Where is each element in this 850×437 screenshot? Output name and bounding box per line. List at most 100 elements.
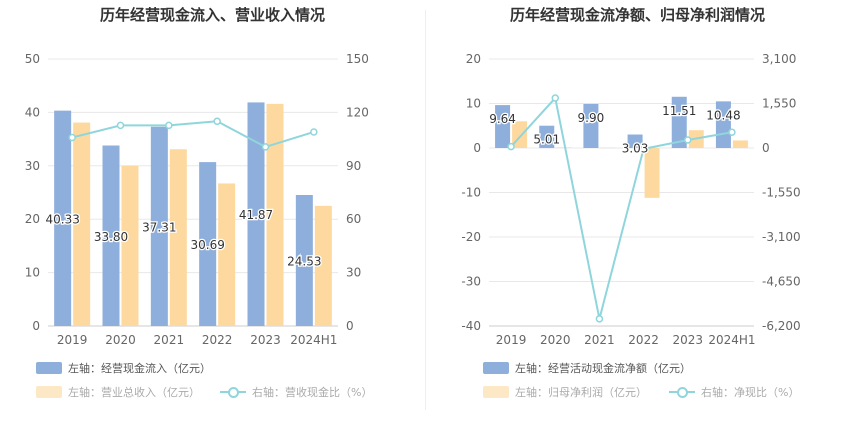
x-tick-label: 2020 (105, 333, 136, 347)
x-tick-label: 2024H1 (290, 333, 337, 347)
bar-data-label: 11.51 (662, 104, 696, 118)
bar-primary (54, 110, 72, 326)
line-point (213, 117, 221, 126)
legend-swatch (36, 362, 62, 374)
line-point (261, 143, 270, 151)
y-left-tick-label: 10 (25, 266, 40, 280)
line-point (728, 128, 736, 136)
bar-data-label: 41.87 (239, 208, 273, 222)
y-right-tick-label: 30 (346, 266, 361, 280)
y-left-tick-label: 0 (473, 141, 481, 155)
x-tick-label: 2019 (57, 333, 88, 347)
y-left-tick-label: 50 (25, 52, 40, 66)
y-left-tick-label: 40 (25, 105, 40, 119)
legend-label: 左轴：营业总收入（亿元） (68, 386, 200, 399)
x-tick-label: 2023 (250, 333, 281, 347)
bar-data-label: 24.53 (287, 255, 321, 269)
legend-swatch (483, 362, 509, 374)
bar-primary (295, 195, 313, 326)
y-right-tick-label: 150 (346, 52, 369, 66)
y-right-tick-label: 120 (346, 105, 369, 119)
chart-title: 历年经营现金流入、营业收入情况 (99, 6, 325, 24)
chart-plot: 0 10 20 30 40 50 0 30 60 90 120 150 2019 2020 2021 2022… (25, 52, 369, 347)
y-right-tick-label: -1,550 (762, 186, 801, 200)
x-tick-label: 2024H1 (708, 333, 755, 347)
y-right-tick-label: -6,200 (762, 319, 801, 333)
line-point (165, 121, 173, 130)
bar-data-label: 3.03 (622, 142, 649, 156)
legend-item-1[interactable]: 左轴：营业总收入（亿元） (36, 384, 200, 400)
legend-line-marker (220, 386, 246, 398)
chart-title: 历年经营现金流净额、归母净利润情况 (509, 6, 765, 24)
line-point (310, 128, 318, 136)
legend-swatch (36, 386, 62, 398)
line-point (684, 136, 692, 144)
legend-line-marker (669, 386, 695, 398)
y-left-tick-label: -20 (461, 230, 481, 244)
bar-secondary (169, 149, 187, 326)
chart-panel-netcash-profit: 历年经营现金流净额、归母净利润情况 -40 -30 -20 -10 0 10 20 -6,20… (425, 0, 850, 437)
bar-data-label: 33.80 (94, 230, 128, 244)
line-point (68, 133, 76, 142)
bar-data-label: 37.31 (142, 220, 176, 234)
line-point (507, 142, 515, 151)
bar-secondary (314, 205, 332, 326)
bar-data-label: 30.69 (190, 238, 224, 252)
legend-label: 右轴：营收现金比（%） (252, 386, 373, 399)
y-right-tick-label: 0 (346, 319, 354, 333)
bar-primary (495, 105, 511, 148)
line-point (595, 315, 604, 323)
series-line (510, 95, 733, 320)
y-left-tick-label: -40 (461, 319, 481, 333)
y-left-tick-label: 20 (466, 52, 481, 66)
bar-primary (715, 101, 731, 148)
legend-swatch (483, 386, 509, 398)
chart-panel-cashflow-revenue: 历年经营现金流入、营业收入情况 0 10 20 30 40 50 0 30 60 90 120 150… (25, 6, 373, 400)
bar-primary (102, 145, 120, 326)
chart-plot: -40 -30 -20 -10 0 10 20 -6,200 -4,650 -3,100 -1,55… (461, 52, 801, 347)
bar-secondary (644, 148, 660, 198)
bar-primary (627, 134, 643, 148)
x-tick-label: 2021 (584, 333, 615, 347)
y-right-tick-label: 3,100 (762, 52, 796, 66)
x-tick-label: 2022 (628, 333, 659, 347)
legend-item-2[interactable]: 右轴：营收现金比（%） (220, 384, 372, 400)
legend-label: 左轴：经营活动现金流净额（亿元） (515, 362, 691, 375)
x-tick-label: 2019 (496, 333, 527, 347)
bar-secondary (121, 165, 139, 326)
line-point (551, 94, 559, 102)
x-tick-label: 2020 (540, 333, 571, 347)
legend-label: 左轴：经营现金流入（亿元） (68, 362, 211, 375)
panel-divider (425, 10, 426, 410)
legend-item-0[interactable]: 左轴：经营现金流入（亿元） (36, 360, 211, 376)
legend-item-1[interactable]: 左轴：归母净利润（亿元） (483, 384, 647, 400)
y-right-tick-label: 90 (346, 159, 361, 173)
legend-item-0[interactable]: 左轴：经营活动现金流净额（亿元） (483, 360, 691, 376)
bar-primary (247, 102, 265, 326)
bar-primary (583, 103, 599, 148)
x-tick-label: 2021 (154, 333, 185, 347)
y-left-tick-label: 10 (466, 97, 481, 111)
y-right-tick-label: 1,550 (762, 97, 796, 111)
bar-primary (199, 162, 217, 326)
x-tick-label: 2023 (672, 333, 703, 347)
legend-item-2[interactable]: 右轴：净现比（%） (669, 384, 799, 400)
bar-secondary (556, 147, 572, 148)
bar-data-label: 5.01 (533, 133, 560, 147)
bar-secondary (218, 183, 236, 326)
y-right-tick-label: 0 (762, 141, 770, 155)
series-line (71, 120, 315, 149)
line-point (639, 145, 648, 153)
bar-data-label: 9.64 (489, 112, 516, 126)
legend-label: 右轴：净现比（%） (701, 386, 800, 399)
bar-data-label: 10.48 (706, 108, 740, 122)
bar-primary (539, 125, 555, 148)
bar-secondary (600, 147, 616, 149)
bar-primary (671, 96, 687, 148)
legend-label: 左轴：归母净利润（亿元） (515, 386, 647, 399)
bar-secondary (73, 122, 91, 327)
y-left-tick-label: -30 (461, 275, 481, 289)
y-right-tick-label: -4,650 (762, 275, 801, 289)
bar-data-label: 9.90 (578, 111, 605, 125)
y-right-tick-label: -3,100 (762, 230, 801, 244)
